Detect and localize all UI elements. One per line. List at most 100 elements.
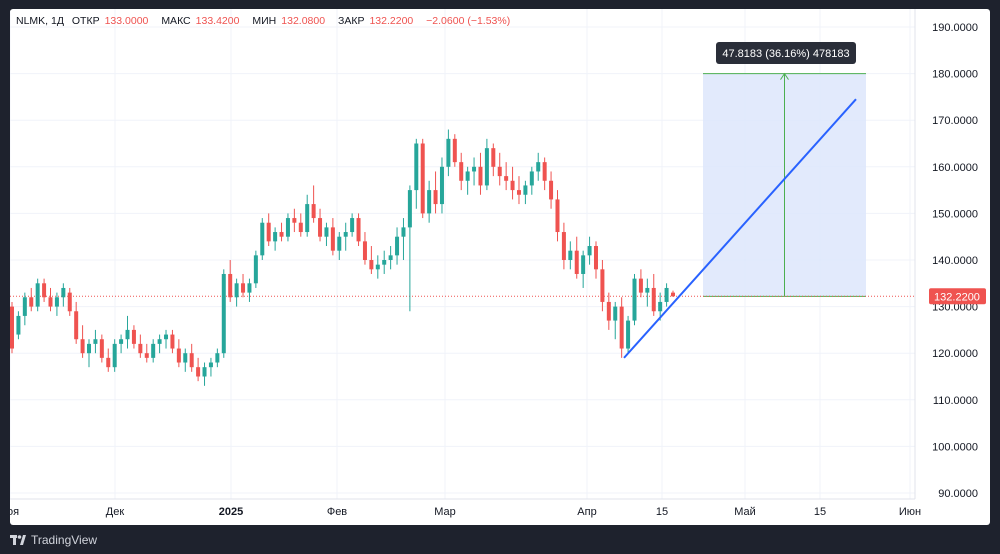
legend-close-value: 132.2200 xyxy=(369,15,414,27)
candle xyxy=(375,255,380,279)
x-tick-label: 2025 xyxy=(219,506,243,518)
candle xyxy=(10,301,14,354)
candle xyxy=(93,329,98,354)
candle-body xyxy=(472,166,477,172)
candle-body xyxy=(298,222,303,233)
candle xyxy=(516,176,521,205)
candle xyxy=(600,260,605,312)
candle xyxy=(131,325,136,349)
candle-body xyxy=(343,232,348,237)
candle xyxy=(234,278,239,307)
candle xyxy=(273,227,278,251)
candle xyxy=(106,348,111,372)
y-tick-label: 100.0000 xyxy=(932,441,978,453)
candle-body xyxy=(221,273,226,354)
candle xyxy=(587,236,592,265)
tradingview-logo-icon xyxy=(10,535,26,545)
candle xyxy=(54,292,59,316)
candle-body xyxy=(375,264,380,270)
trend-line xyxy=(623,98,857,359)
candle xyxy=(247,278,252,302)
x-tick-label: 15 xyxy=(656,506,668,518)
candle-body xyxy=(581,255,586,274)
candle xyxy=(536,152,541,181)
candle-body xyxy=(176,348,181,363)
candle xyxy=(581,250,586,288)
candle-body xyxy=(465,171,470,181)
candle xyxy=(439,157,444,214)
candle xyxy=(433,171,438,214)
candle xyxy=(478,152,483,195)
candle-body xyxy=(29,297,34,307)
candle-body xyxy=(125,329,130,340)
candle-body xyxy=(420,143,425,214)
candle xyxy=(388,246,393,270)
candle xyxy=(407,185,412,312)
candle-body xyxy=(42,283,47,298)
candle xyxy=(87,339,92,368)
candle-body xyxy=(54,297,59,307)
candle-body xyxy=(48,297,53,307)
candle-body xyxy=(170,334,175,349)
candle xyxy=(48,287,53,312)
measure-tooltip-label: 47.8183 (36.16%) 478183 xyxy=(722,48,849,60)
footer-brand[interactable]: TradingView xyxy=(10,532,97,548)
candle-body xyxy=(433,190,438,205)
candle xyxy=(606,292,611,330)
candle xyxy=(285,213,290,242)
candle xyxy=(176,339,181,368)
legend-low-value: 132.0800 xyxy=(281,15,326,27)
x-tick-label: Июн xyxy=(899,506,921,518)
legend-high: МАКС 133.4200 xyxy=(161,15,244,27)
legend-open-value: 133.0000 xyxy=(104,15,149,27)
candle-body xyxy=(619,306,624,349)
candle xyxy=(420,138,425,219)
candle xyxy=(196,357,201,382)
candle xyxy=(504,162,509,191)
legend-change: −2.0600 (−1.53%) xyxy=(426,15,511,27)
candle-body xyxy=(112,343,117,368)
candle xyxy=(395,227,400,265)
candlestick-chart[interactable]: 90.0000100.0000110.0000120.0000130.00001… xyxy=(10,9,990,525)
candle-body xyxy=(10,306,14,349)
last-price-tag-label: 132.2200 xyxy=(934,291,980,303)
candle-body xyxy=(61,287,66,298)
candle-body xyxy=(215,353,220,363)
legend-high-label: МАКС xyxy=(161,15,191,27)
candle xyxy=(74,301,79,344)
candle-body xyxy=(74,311,79,340)
candle xyxy=(427,180,432,223)
candle xyxy=(574,236,579,279)
candle-body xyxy=(253,255,258,284)
candle-body xyxy=(144,353,149,358)
candle-body xyxy=(593,246,598,270)
candle-body xyxy=(93,339,98,344)
candle-body xyxy=(164,334,169,340)
candle xyxy=(99,334,104,363)
candle xyxy=(221,269,226,358)
candle-body xyxy=(157,339,162,344)
x-tick-label: Апр xyxy=(577,506,596,518)
candle xyxy=(459,152,464,191)
candle-body xyxy=(228,273,233,298)
candle-body xyxy=(658,301,663,312)
candle-body xyxy=(151,343,156,358)
candle xyxy=(318,208,323,242)
measure-arrow-head xyxy=(780,72,789,80)
candle-body xyxy=(260,222,265,256)
legend-low: МИН 132.0800 xyxy=(252,15,330,27)
candle-body xyxy=(613,306,618,321)
candle xyxy=(651,273,656,316)
candle-body xyxy=(510,180,515,191)
candle xyxy=(414,138,419,209)
x-tick-label: Дек xyxy=(106,506,125,518)
candle xyxy=(164,329,169,349)
candle-body xyxy=(536,162,541,172)
candle xyxy=(215,348,220,368)
candle-body xyxy=(439,166,444,205)
chart-panel[interactable]: 90.0000 100.0000 110.0000 120.0000 130.0000 1… xyxy=(10,9,990,525)
candle xyxy=(671,290,675,297)
candle-body xyxy=(516,190,521,195)
candle-body xyxy=(651,287,656,312)
candle-body xyxy=(87,343,92,354)
